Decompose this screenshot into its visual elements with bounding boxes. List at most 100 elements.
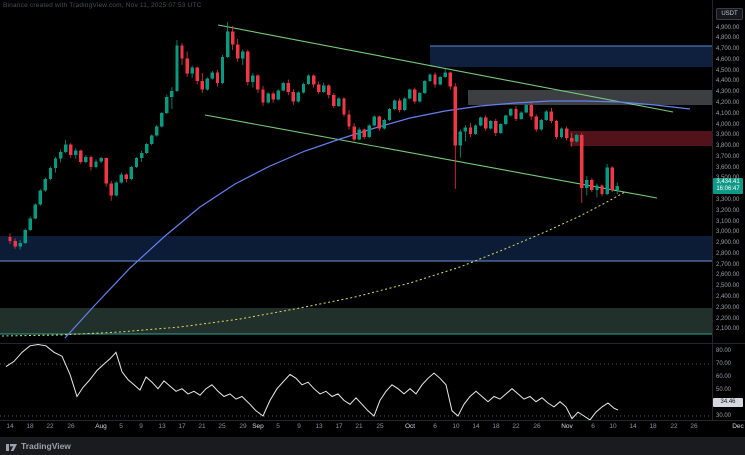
ma-yellow[interactable] [1, 191, 626, 337]
candle-body[interactable] [362, 129, 366, 138]
candle-body[interactable] [139, 152, 144, 159]
candle-body[interactable] [8, 237, 12, 242]
candle-body[interactable] [544, 111, 549, 120]
candle-body[interactable] [205, 78, 210, 90]
candle-body[interactable] [392, 100, 397, 110]
candle-body[interactable] [301, 83, 306, 93]
candle-body[interactable] [18, 243, 22, 247]
candle-body[interactable] [458, 131, 463, 146]
candle-body[interactable] [58, 152, 63, 159]
candle-body[interactable] [261, 89, 265, 103]
candle-body[interactable] [195, 67, 199, 82]
candle-body[interactable] [311, 75, 316, 85]
candle-body[interactable] [230, 31, 235, 45]
candle-body[interactable] [144, 144, 149, 153]
candle-body[interactable] [306, 75, 311, 84]
candle-body[interactable] [615, 186, 619, 190]
candle-body[interactable] [564, 128, 569, 139]
candle-body[interactable] [281, 82, 285, 91]
candle-body[interactable] [575, 134, 579, 142]
candle-body[interactable] [190, 67, 194, 74]
candle-body[interactable] [99, 158, 103, 162]
candle-body[interactable] [291, 91, 296, 102]
candle-body[interactable] [119, 174, 124, 183]
candle-body[interactable] [402, 98, 407, 111]
candle-body[interactable] [605, 167, 609, 195]
candle-body[interactable] [478, 117, 483, 126]
candle-body[interactable] [114, 182, 118, 196]
candle-body[interactable] [256, 75, 260, 90]
candle-body[interactable] [94, 161, 98, 167]
candle-body[interactable] [84, 156, 88, 162]
candle-body[interactable] [524, 104, 528, 113]
tradingview-wordmark[interactable]: TradingView [21, 441, 71, 451]
candle-body[interactable] [170, 90, 174, 97]
candle-body[interactable] [473, 125, 478, 134]
candle-body[interactable] [246, 51, 250, 83]
candle-body[interactable] [200, 81, 204, 90]
candle-body[interactable] [489, 120, 493, 129]
candle-body[interactable] [134, 158, 139, 167]
candle-body[interactable] [53, 158, 58, 168]
candle-body[interactable] [499, 124, 503, 133]
candle-body[interactable] [569, 138, 574, 142]
candle-body[interactable] [372, 116, 377, 126]
candle-body[interactable] [251, 75, 255, 83]
candle-body[interactable] [286, 82, 290, 92]
candle-body[interactable] [438, 76, 442, 85]
candle-body[interactable] [347, 114, 351, 127]
candle-body[interactable] [104, 158, 108, 184]
candle-body[interactable] [529, 104, 533, 117]
candle-body[interactable] [600, 185, 604, 195]
candle-body[interactable] [69, 144, 73, 156]
candle-body[interactable] [534, 116, 538, 130]
candle-body[interactable] [549, 111, 554, 121]
candle-body[interactable] [610, 167, 614, 190]
channel-lower[interactable] [204, 114, 658, 199]
tradingview-logo-icon[interactable] [6, 441, 17, 452]
candle-body[interactable] [74, 150, 78, 156]
candle-body[interactable] [63, 144, 68, 153]
candle-body[interactable] [418, 92, 422, 102]
candle-body[interactable] [514, 109, 518, 119]
candle-body[interactable] [509, 109, 513, 116]
candle-body[interactable] [327, 85, 331, 96]
rsi-panel-separator[interactable] [0, 343, 745, 344]
candle-body[interactable] [129, 166, 134, 180]
candle-body[interactable] [423, 81, 427, 93]
candle-body[interactable] [155, 126, 159, 136]
candle-body[interactable] [504, 115, 508, 125]
candle-body[interactable] [352, 126, 356, 140]
candle-body[interactable] [463, 127, 468, 132]
candle-body[interactable] [89, 156, 93, 167]
candle-body[interactable] [357, 129, 361, 140]
candle-body[interactable] [332, 95, 336, 106]
candle-body[interactable] [160, 112, 164, 127]
candle-body[interactable] [519, 112, 523, 119]
candle-body[interactable] [271, 93, 275, 100]
candle-body[interactable] [225, 31, 230, 57]
candle-body[interactable] [468, 127, 473, 134]
candle-body[interactable] [494, 120, 498, 133]
candle-body[interactable] [79, 150, 83, 162]
candle-body[interactable] [316, 84, 321, 92]
candle-body[interactable] [109, 183, 113, 196]
candle-body[interactable] [382, 119, 387, 129]
candle-body[interactable] [13, 241, 17, 247]
candle-body[interactable] [337, 98, 341, 106]
candle-body[interactable] [220, 56, 225, 84]
candle-body[interactable] [595, 185, 599, 190]
candle-body[interactable] [408, 89, 412, 99]
candle-body[interactable] [185, 58, 189, 74]
candle-body[interactable] [483, 117, 488, 129]
candle-body[interactable] [559, 128, 564, 138]
candle-body[interactable] [23, 230, 27, 244]
candle-body[interactable] [554, 120, 559, 138]
candle-body[interactable] [428, 74, 432, 82]
candle-body[interactable] [48, 167, 53, 180]
candle-body[interactable] [387, 109, 392, 120]
candle-body[interactable] [377, 116, 382, 129]
candle-body[interactable] [413, 89, 417, 102]
candle-body[interactable] [590, 180, 594, 190]
